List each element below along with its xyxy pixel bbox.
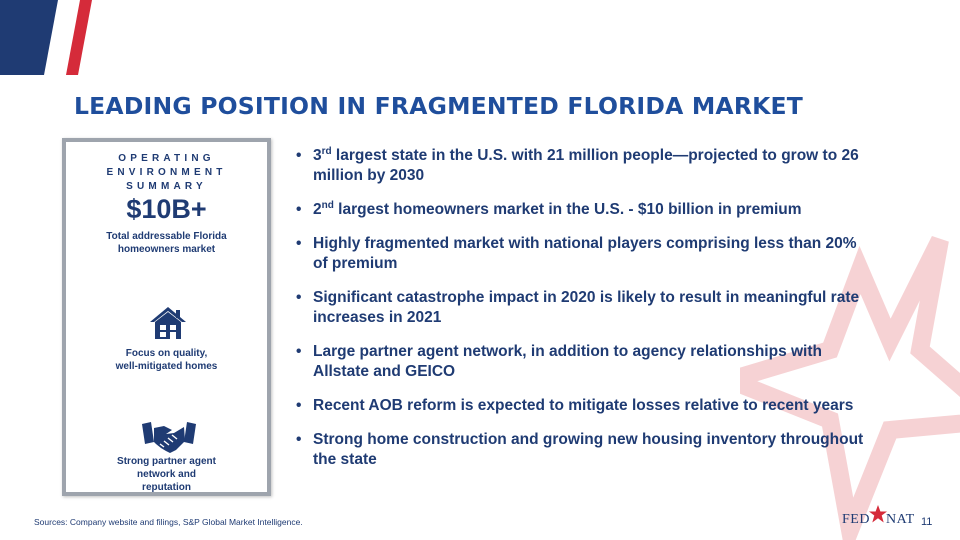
house-icon [150, 307, 186, 339]
partner-label: Strong partner agent network and reputat… [66, 455, 267, 494]
partner-label-line: reputation [142, 482, 191, 493]
bullet-number: 3 [313, 147, 322, 164]
bullet-text: Recent AOB reform is expected to mitigat… [313, 397, 854, 414]
bullet-item: Strong home construction and growing new… [296, 430, 866, 470]
bullet-item: Highly fragmented market with national p… [296, 234, 866, 274]
bullet-text: largest homeowners market in the U.S. - … [333, 201, 802, 218]
market-size-description: Total addressable Florida homeowners mar… [66, 230, 267, 256]
partner-label-line: network and [137, 469, 196, 480]
bullet-item: 3rd largest state in the U.S. with 21 mi… [296, 146, 866, 186]
fednat-logo: FED NAT [842, 504, 915, 532]
bullet-item: Significant catastrophe impact in 2020 i… [296, 288, 866, 328]
quality-label-line: Focus on quality, [125, 348, 208, 359]
bullet-item: 2nd largest homeowners market in the U.S… [296, 200, 866, 220]
operating-environment-panel: OPERATING ENVIRONMENT SUMMARY $10B+ Tota… [62, 138, 271, 496]
page-title: LEADING POSITION IN FRAGMENTED FLORIDA M… [74, 91, 804, 120]
bullet-number: 2 [313, 201, 322, 218]
quality-label-line: well-mitigated homes [115, 361, 218, 372]
bullet-superscript: rd [321, 145, 332, 157]
logo-text-left: FED [842, 512, 870, 527]
source-footnote: Sources: Company website and filings, S&… [34, 517, 303, 527]
bullet-list: 3rd largest state in the U.S. with 21 mi… [296, 146, 866, 484]
corner-stripe-decoration [0, 0, 92, 75]
star-watermark [740, 235, 960, 540]
stat-desc-line: homeowners market [117, 244, 216, 255]
bullet-text: Significant catastrophe impact in 2020 i… [313, 289, 860, 326]
bullet-text: largest state in the U.S. with 21 millio… [313, 147, 859, 184]
bullet-superscript: nd [321, 199, 334, 211]
bullet-item: Recent AOB reform is expected to mitigat… [296, 396, 866, 416]
handshake-icon [142, 422, 196, 453]
bullet-text: Large partner agent network, in addition… [313, 343, 822, 380]
star-icon [869, 505, 887, 523]
quality-label: Focus on quality, well-mitigated homes [66, 347, 267, 373]
partner-label-line: Strong partner agent [117, 456, 216, 467]
bullet-text: Highly fragmented market with national p… [313, 235, 857, 272]
market-size-stat: $10B+ [126, 194, 207, 224]
bullet-item: Large partner agent network, in addition… [296, 342, 866, 382]
page-number: 11 [921, 516, 933, 528]
stat-desc-line: Total addressable Florida [106, 231, 227, 242]
logo-text-right: NAT [886, 512, 915, 527]
bullet-text: Strong home construction and growing new… [313, 431, 864, 468]
panel-heading: OPERATING ENVIRONMENT SUMMARY [106, 153, 227, 192]
